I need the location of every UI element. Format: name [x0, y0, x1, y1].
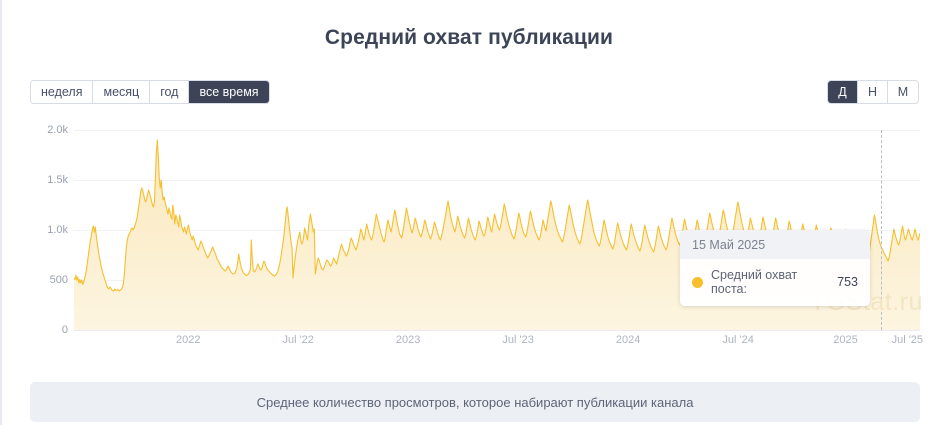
- card-left-edge: [0, 0, 2, 425]
- tooltip-series-value: 753: [837, 275, 858, 289]
- x-axis-tick-label: 2025: [833, 334, 858, 346]
- x-axis-tick-label: 2024: [615, 334, 641, 346]
- range-toolbar[interactable]: неделя месяц год все время: [30, 80, 270, 104]
- x-axis-tick-label: 2022: [175, 334, 201, 346]
- grid-line: [74, 180, 920, 181]
- granularity-button-1[interactable]: Д: [828, 81, 858, 103]
- tooltip-row: Средний охват поста: 753: [680, 259, 870, 306]
- y-axis-tick-label: 0: [61, 324, 68, 336]
- x-axis-labels: 2022 Jul '22 2023 Jul '23 2024 Jul '24 2025 Jul…: [74, 334, 924, 356]
- grid-line: [74, 130, 920, 131]
- granularity-button-2[interactable]: Н: [858, 81, 888, 103]
- granularity-button-3[interactable]: М: [888, 81, 918, 103]
- tooltip-date: 15 Май 2025: [680, 230, 870, 259]
- series-color-dot-icon: [692, 276, 703, 288]
- range-button-2[interactable]: месяц: [93, 81, 151, 103]
- grid-line: [74, 330, 920, 331]
- x-axis-tick-label: 2023: [395, 334, 421, 346]
- x-axis-tick-label: Jul '24: [722, 334, 754, 346]
- y-axis-tick-label: 2.0k: [47, 124, 68, 136]
- y-axis-tick-label: 1.5k: [47, 174, 68, 186]
- x-axis-tick-label: Jul '23: [502, 334, 534, 346]
- range-button-4[interactable]: все время: [189, 81, 269, 103]
- chart-description: Среднее количество просмотров, которое н…: [30, 382, 920, 422]
- tooltip-series-label: Средний охват поста:: [711, 268, 798, 296]
- y-axis-labels: 0 500 1.0k 1.5k 2.0k: [30, 124, 68, 336]
- x-axis-tick-label: Jul '22: [282, 334, 314, 346]
- x-axis-tick-label: Jul '25: [891, 334, 924, 346]
- page-title: Средний охват публикации: [324, 26, 614, 49]
- chart-tooltip: 15 Май 2025 Средний охват поста: 753: [680, 230, 870, 306]
- y-axis-tick-label: 1.0k: [47, 224, 68, 236]
- range-button-1[interactable]: неделя: [31, 81, 94, 103]
- range-button-3[interactable]: год: [150, 81, 190, 103]
- y-axis-tick-label: 500: [49, 274, 68, 286]
- crosshair-line: [880, 130, 882, 330]
